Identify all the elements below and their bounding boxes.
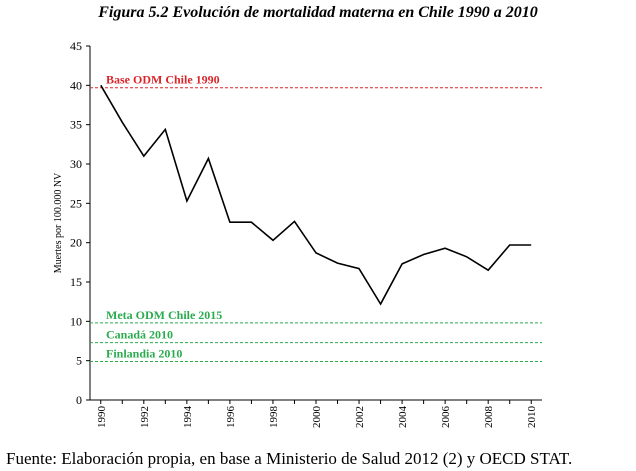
y-tick-label: 10 — [70, 314, 82, 328]
reference-line-label: Meta ODM Chile 2015 — [106, 308, 222, 322]
y-axis-label: Muertes por 100.000 NV — [53, 172, 64, 273]
x-tick-label: 2010 — [526, 406, 538, 429]
y-tick-label: 30 — [70, 157, 82, 171]
y-tick-label: 0 — [76, 393, 82, 407]
x-tick-label: 1990 — [96, 406, 108, 429]
series-mortality — [100, 84, 532, 306]
x-tick-label: 2002 — [354, 406, 366, 428]
x-tick-label: 1992 — [139, 406, 151, 428]
series-line — [100, 84, 532, 306]
x-tick-label: 1996 — [225, 406, 237, 429]
y-tick-label: 20 — [70, 236, 82, 250]
x-tick-label: 2000 — [311, 406, 323, 429]
y-tick-label: 45 — [70, 39, 82, 53]
y-tick-label: 25 — [70, 196, 82, 210]
x-tick-label: 1998 — [268, 406, 280, 429]
y-tick-label: 15 — [70, 275, 82, 289]
reference-line-label: Canadá 2010 — [106, 328, 173, 342]
x-tick-label: 1994 — [182, 406, 194, 429]
reference-line-label: Base ODM Chile 1990 — [106, 73, 220, 87]
reference-lines: Base ODM Chile 1990 Meta ODM Chile 2015 Ca… — [90, 73, 542, 362]
y-tick-label: 40 — [70, 78, 82, 92]
x-tick-label: 2006 — [440, 406, 452, 429]
y-tick-label: 35 — [70, 118, 82, 132]
y-tick-label: 5 — [76, 354, 82, 368]
x-tick-label: 2008 — [483, 406, 495, 429]
chart-title: Figura 5.2 Evolución de mortalidad mater… — [98, 4, 538, 21]
reference-line-label: Finlandia 2010 — [106, 346, 182, 360]
source-note: Fuente: Elaboración propia, en base a Mi… — [6, 449, 573, 468]
axes: 0 5 10 15 20 25 30 35 40 45 1990 1992 1994 1996 1998 20… — [70, 39, 542, 428]
x-tick-label: 2004 — [397, 406, 409, 429]
